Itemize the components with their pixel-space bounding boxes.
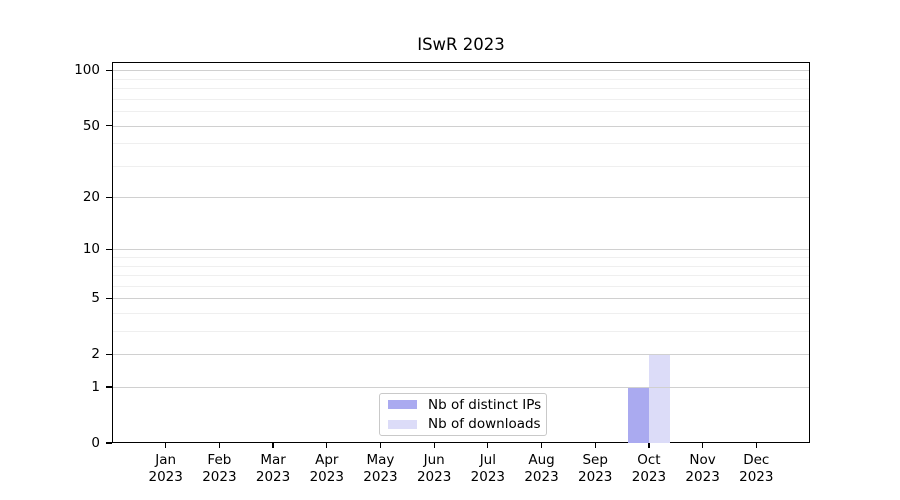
chart-title: ISwR 2023: [417, 35, 505, 54]
y-tick-label: 100: [74, 62, 100, 79]
x-tick-month: Feb: [207, 452, 232, 468]
x-tick-month: Dec: [743, 452, 770, 468]
bar-nb-of-downloads: [648, 354, 670, 443]
gridline-minor: [113, 165, 809, 167]
x-tick-month: Jun: [423, 452, 445, 468]
y-axis-tick: [106, 442, 112, 444]
x-tick-month: Nov: [689, 452, 716, 468]
x-tick-year: 2023: [148, 468, 183, 485]
plot-area: [112, 62, 810, 443]
y-tick-label: 50: [82, 117, 100, 134]
x-axis-tick: [755, 443, 757, 448]
gridline-minor: [113, 98, 809, 100]
x-axis-tick: [594, 443, 596, 448]
x-axis-tick: [540, 443, 543, 448]
legend-swatch-distinct-ips-icon: [388, 400, 417, 410]
gridline-major: [113, 125, 809, 127]
x-tick-year: 2023: [255, 468, 291, 485]
y-tick-label: 20: [82, 189, 100, 206]
gridline-major: [113, 387, 809, 389]
x-axis-tick: [702, 443, 704, 448]
legend-swatch-downloads-icon: [388, 419, 417, 429]
gridline-minor: [113, 275, 809, 277]
x-tick-year: 2023: [309, 468, 344, 485]
x-tick-year: 2023: [470, 468, 506, 485]
gridline-major: [113, 70, 809, 72]
x-tick-month: Oct: [637, 452, 661, 468]
x-tick-year: 2023: [578, 468, 613, 485]
x-tick-label: Jul 2023: [456, 452, 520, 485]
x-tick-month: May: [366, 452, 395, 468]
legend: Nb of distinct IPs Nb of downloads: [379, 393, 547, 436]
x-tick-label: Feb 2023: [187, 452, 251, 485]
gridline-minor: [113, 111, 809, 113]
x-tick-label: Nov 2023: [671, 452, 735, 485]
x-axis-tick: [379, 443, 382, 448]
x-tick-label: May 2023: [348, 452, 412, 485]
x-tick-label: Sep 2023: [563, 452, 627, 485]
bar-nb-of-distinct-ips: [627, 387, 649, 443]
x-axis-tick: [648, 443, 650, 448]
gridline-minor: [113, 257, 809, 259]
x-tick-month: Sep: [582, 452, 608, 468]
y-axis-tick: [106, 196, 112, 198]
x-tick-label: Mar 2023: [241, 452, 305, 485]
x-axis-tick: [272, 443, 274, 448]
y-tick-label: 5: [91, 290, 100, 307]
x-tick-label: Dec 2023: [724, 452, 788, 485]
legend-label-distinct-ips: Nb of distinct IPs: [428, 396, 542, 413]
gridline-major: [113, 197, 809, 199]
x-axis-tick: [433, 443, 435, 448]
x-tick-label: Jan 2023: [134, 452, 198, 485]
x-tick-month: Jul: [479, 452, 496, 468]
y-tick-label: 0: [91, 435, 100, 451]
x-axis-tick: [487, 443, 489, 448]
x-tick-year: 2023: [685, 468, 720, 485]
legend-item-distinct-ips: Nb of distinct IPs: [386, 396, 542, 414]
gridline-minor: [113, 143, 809, 145]
y-axis-tick: [106, 124, 112, 127]
y-axis-tick: [106, 248, 112, 250]
x-tick-month: Mar: [260, 452, 286, 468]
y-axis-tick: [106, 353, 112, 355]
gridline-major: [113, 298, 809, 300]
gridline-major: [113, 354, 809, 356]
gridline-minor: [113, 78, 809, 80]
x-tick-year: 2023: [202, 468, 237, 485]
x-tick-label: Apr 2023: [295, 452, 359, 485]
gridline-major: [113, 249, 809, 251]
x-tick-label: Jun 2023: [402, 452, 466, 485]
gridline-minor: [113, 313, 809, 315]
x-tick-month: Jan: [155, 452, 177, 468]
legend-item-downloads: Nb of downloads: [386, 416, 541, 434]
y-tick-label: 10: [82, 241, 100, 258]
gridline-minor: [113, 331, 809, 333]
y-tick-label: 1: [91, 379, 100, 396]
x-tick-month: Apr: [315, 452, 339, 468]
x-axis-tick: [218, 443, 220, 448]
x-tick-year: 2023: [416, 468, 452, 485]
x-axis-tick: [326, 443, 328, 448]
y-tick-label: 2: [91, 346, 100, 363]
x-tick-label: Aug 2023: [510, 452, 574, 485]
gridline-minor: [113, 88, 809, 90]
x-tick-year: 2023: [631, 468, 667, 485]
gridline-minor: [113, 265, 809, 267]
y-axis-tick: [106, 69, 112, 71]
x-tick-label: Oct 2023: [617, 452, 681, 485]
x-tick-year: 2023: [363, 468, 398, 485]
legend-label-downloads: Nb of downloads: [428, 416, 541, 433]
x-tick-year: 2023: [524, 468, 559, 485]
x-tick-month: Aug: [528, 452, 555, 468]
y-axis-tick: [106, 297, 112, 299]
x-tick-year: 2023: [739, 468, 774, 485]
y-axis-tick: [106, 386, 112, 388]
gridline-minor: [113, 285, 809, 287]
x-axis-tick: [165, 443, 167, 448]
